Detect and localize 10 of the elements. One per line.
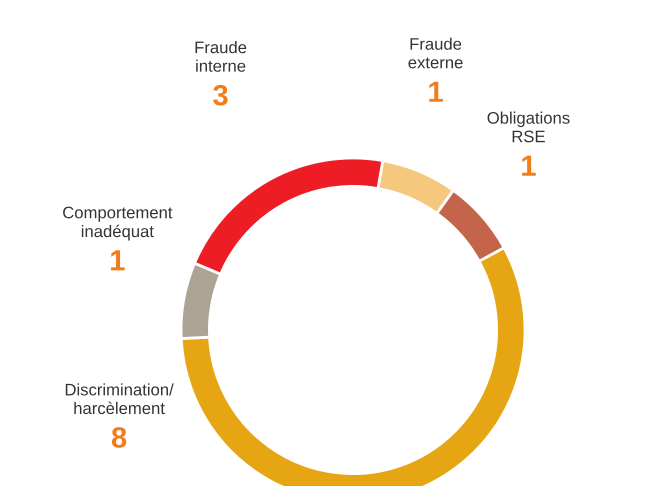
- slice-label: Obligations RSE: [488, 112, 570, 142]
- slice-label: Fraude externe: [408, 38, 463, 68]
- data-label: 8: [112, 427, 126, 448]
- data-label: 1: [111, 250, 125, 270]
- slice-label: Comportement inadéquat: [63, 206, 172, 240]
- slice-label: Fraude interne: [196, 41, 246, 72]
- data-label: 1: [429, 82, 443, 102]
- slice-label: Discrimination/ harcèlement: [66, 383, 174, 414]
- data-label: 1: [522, 156, 536, 176]
- data-label: 3: [213, 84, 228, 106]
